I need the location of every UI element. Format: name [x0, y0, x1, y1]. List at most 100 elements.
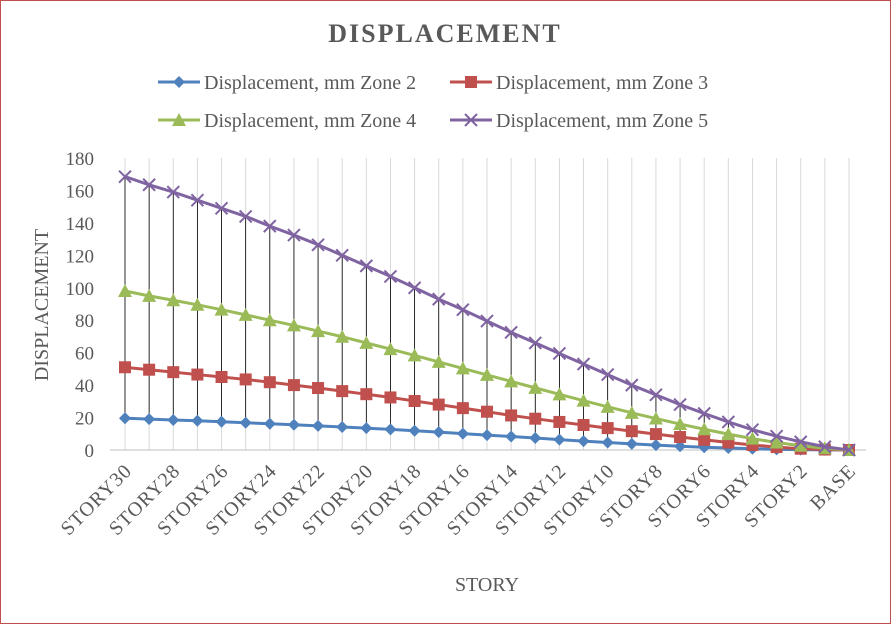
legend-item: Displacement, mm Zone 5 — [450, 110, 708, 132]
x-tick-label: BASE — [806, 460, 861, 515]
data-point — [456, 402, 469, 415]
data-point — [601, 422, 614, 435]
data-point — [312, 382, 325, 395]
data-point — [674, 431, 687, 444]
data-point — [383, 342, 398, 356]
data-point — [505, 430, 518, 443]
series — [118, 169, 856, 457]
y-tick-label: 40 — [75, 376, 94, 397]
data-point — [480, 367, 494, 381]
data-point — [456, 302, 470, 317]
data-point — [649, 439, 662, 452]
series-group — [118, 169, 856, 457]
data-point — [239, 373, 252, 386]
data-point — [432, 426, 445, 439]
legend-item: Displacement, mm Zone 3 — [450, 72, 708, 94]
data-point — [119, 361, 131, 374]
data-point — [577, 435, 590, 448]
data-point — [384, 423, 397, 436]
y-tick-label: 140 — [66, 214, 95, 235]
data-point — [649, 388, 663, 402]
legend-marker — [173, 76, 185, 88]
y-tick-label: 0 — [85, 441, 95, 462]
legend-marker — [465, 76, 477, 88]
data-point — [167, 413, 180, 426]
legend-label: Displacement, mm Zone 2 — [204, 72, 416, 94]
legend-item: Displacement, mm Zone 4 — [158, 110, 416, 132]
data-point — [118, 284, 132, 298]
legend-label: Displacement, mm Zone 5 — [496, 110, 708, 132]
legend-label: Displacement, mm Zone 3 — [496, 72, 708, 94]
data-point — [529, 431, 542, 444]
y-axis-ticks: 0 20 40 60 80 100 120 140 160 180 — [66, 149, 95, 462]
data-point — [312, 419, 325, 432]
data-point — [818, 440, 832, 454]
data-point — [431, 354, 446, 368]
x-axis-label: STORY — [455, 574, 519, 596]
data-point — [481, 405, 493, 418]
data-point — [263, 219, 277, 233]
data-point — [528, 380, 543, 394]
data-point — [238, 209, 253, 224]
data-point — [673, 397, 687, 412]
data-point — [842, 443, 856, 457]
data-point — [239, 416, 252, 429]
data-point — [335, 248, 349, 263]
data-point — [166, 185, 180, 199]
data-point — [287, 228, 301, 242]
data-point — [408, 395, 421, 408]
data-point — [336, 420, 349, 433]
legend: Displacement, mm Zone 2 Displacement, mm … — [158, 72, 708, 132]
data-point — [576, 393, 591, 407]
data-point — [191, 368, 204, 381]
chart-title: DISPLACEMENT — [328, 19, 561, 48]
data-point — [167, 366, 180, 379]
data-point — [360, 388, 373, 401]
data-point — [143, 413, 156, 426]
data-point — [769, 429, 784, 443]
data-point — [455, 361, 470, 375]
data-point — [215, 371, 228, 383]
data-point — [745, 431, 760, 445]
data-point — [359, 259, 374, 273]
data-point — [142, 178, 156, 192]
data-point — [552, 387, 567, 401]
data-point — [625, 425, 638, 438]
data-point — [190, 297, 205, 311]
data-point — [142, 288, 157, 302]
data-point — [504, 325, 518, 340]
data-point — [480, 314, 494, 328]
data-point — [721, 415, 736, 429]
data-point — [263, 417, 276, 430]
data-point — [287, 418, 300, 431]
data-point — [601, 436, 614, 449]
data-point — [432, 292, 446, 306]
data-point — [793, 438, 808, 452]
data-point — [191, 414, 204, 427]
data-point — [529, 412, 542, 425]
y-axis-label: DISPLACEMENT — [31, 229, 53, 381]
data-point — [697, 406, 711, 421]
data-point — [649, 428, 662, 441]
data-point — [552, 346, 567, 361]
data-point — [118, 169, 132, 184]
data-point — [262, 313, 277, 327]
data-point — [263, 376, 276, 389]
y-tick-label: 160 — [66, 181, 95, 202]
data-point — [553, 433, 566, 446]
legend-marker — [464, 113, 478, 127]
data-point — [119, 412, 131, 425]
data-point — [576, 357, 591, 371]
data-point — [384, 391, 397, 404]
data-point — [721, 427, 736, 441]
data-point — [648, 411, 663, 425]
data-point — [166, 293, 181, 307]
data-point — [359, 335, 374, 349]
y-tick-label: 180 — [66, 149, 95, 170]
x-axis-ticks: STORY30STORY28STORY26STORY24STORY22STORY… — [57, 460, 861, 540]
data-point — [143, 363, 156, 376]
data-point — [335, 329, 350, 343]
data-point — [794, 435, 808, 449]
y-tick-label: 80 — [75, 311, 94, 332]
